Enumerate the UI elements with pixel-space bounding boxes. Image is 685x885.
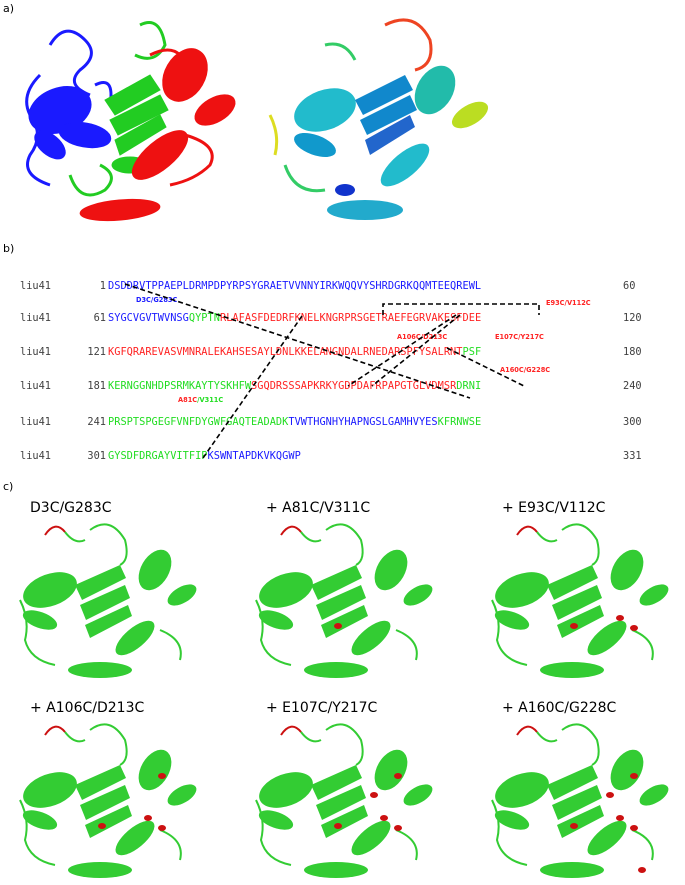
disulfide-site-marker (630, 825, 638, 831)
domain-colored-structure (25, 21, 236, 222)
sequence-end-index: 60 (623, 280, 636, 292)
sequence-start-index: 181 (87, 380, 106, 392)
variant-structure-cartoon (255, 523, 433, 678)
variant-structure-panel: + A106C/D213C (10, 700, 225, 880)
disulfide-site-marker (616, 815, 624, 821)
sequence-segment: RLAFASFDEDRFKNELKNGRPRSGETRAEFEGRVAKESFD… (219, 312, 482, 324)
variant-structure-panel: + A81C/V311C (246, 500, 461, 680)
variant-structure-cartoon (491, 723, 669, 878)
mutation-label: D3C/G283C (136, 296, 178, 304)
disulfide-site-marker (570, 623, 578, 629)
disulfide-site-marker (158, 773, 166, 779)
disulfide-site-marker (616, 615, 624, 621)
link-a160c-g228c (446, 347, 525, 387)
sequence-segment: SYGCVGVTWVNSG (108, 312, 189, 324)
sequence-start-index: 61 (93, 312, 106, 324)
sequence-segment: PSF (462, 346, 482, 358)
sequence-text: KGFQRAREVASVMNRALEKAHSESAYLDNLKKELANGNDA… (108, 346, 481, 358)
sequence-name: liu41 (20, 312, 51, 324)
sequence-text: KERNGGNHDPSRMKAYTYSKHFWSGQDRSSSAPKRKYGDP… (108, 380, 481, 392)
sequence-end-index: 120 (623, 312, 642, 324)
panel-c-label: c) (3, 480, 14, 493)
disulfide-site-marker (380, 815, 388, 821)
sequence-name: liu41 (20, 450, 51, 462)
variant-structure-cartoon (19, 723, 197, 878)
mutation-label: A160C/G228C (500, 366, 551, 374)
variant-title: + E93C/V112C (502, 500, 606, 516)
disulfide-site-marker (144, 815, 152, 821)
sequence-segment: SGQDRSSSAPKRKYGDPDAFRPAPGTGLVDMSR (251, 380, 457, 392)
sequence-start-index: 121 (87, 346, 106, 358)
disulfide-site-marker (98, 823, 106, 829)
variant-structure-cartoon (255, 723, 433, 878)
sequence-text: PRSPTSPGEGFVNFDYGWFGAQTEADADKTVWTHGNHYHA… (108, 416, 481, 428)
sequence-segment: QYPTN (188, 312, 220, 324)
sequence-text: SYGCVGVTWVNSGQYPTNRLAFASFDEDRFKNELKNGRPR… (108, 312, 481, 324)
sequence-name: liu41 (20, 416, 51, 428)
disulfide-site-marker (158, 825, 166, 831)
variant-title: + A81C/V311C (266, 500, 371, 516)
disulfide-site-marker (334, 823, 342, 829)
mutation-label: E93C/V112C (546, 299, 591, 307)
disulfide-site-marker (606, 792, 614, 798)
sequence-start-index: 301 (87, 450, 106, 462)
sequence-segment: KERNGGNHDPSRMKAYTYSKHFW (108, 380, 252, 392)
sequence-segment: TVWTHGNHYHAPNGSLGAMHVYES (288, 416, 438, 428)
panel-b-label: b) (3, 242, 15, 255)
disulfide-site-marker (570, 823, 578, 829)
sequence-panel: liu41 1 DSDDRVTPPAEPLDRMPDPYRPSYGRAETVVNNY… (0, 270, 685, 470)
variant-title: + E107C/Y217C (266, 700, 378, 716)
sequence-segment: DSDDRVTPPAEPLDRMPDPYRPSYGRAETVVNNYIRKWQQ… (108, 280, 482, 292)
sequence-start-index: 1 (99, 280, 106, 292)
link-a81c-v311c (202, 315, 303, 459)
disulfide-site-marker (638, 867, 646, 873)
bfactor-colored-structure (268, 18, 489, 220)
disulfide-site-marker (394, 773, 402, 779)
sequence-segment: KGFQRAREVASVMNRALEKAHSESAYLDNLKKELANGNDA… (108, 346, 463, 358)
variant-structure-cartoon (19, 523, 197, 678)
link-e93c-v112c (382, 303, 540, 315)
sequence-end-index: 240 (623, 380, 642, 392)
variant-structure-panel: D3C/G283C (10, 500, 225, 680)
variant-structure-cartoon (491, 523, 669, 678)
sequence-segment: DRNI (456, 380, 482, 392)
disulfide-site-marker (394, 825, 402, 831)
sequence-segment: GYSDFDRGAYVITFIP (108, 450, 208, 462)
disulfide-site-marker (630, 773, 638, 779)
variant-structure-panel: + E93C/V112C (482, 500, 685, 680)
sequence-name: liu41 (20, 380, 51, 392)
sequence-segment: KSWNTAPDKVKQGWP (207, 450, 301, 462)
sequence-text: DSDDRVTPPAEPLDRMPDPYRPSYGRAETVVNNYIRKWQQ… (108, 280, 481, 292)
mutation-label: A81C/V311C (178, 396, 224, 404)
link-a106c-d213c (347, 314, 457, 387)
variant-title: + A106C/D213C (30, 700, 145, 716)
disulfide-site-marker (630, 625, 638, 631)
sequence-end-index: 180 (623, 346, 642, 358)
variant-structure-panel: + A160C/G228C (482, 700, 685, 880)
sequence-end-index: 331 (623, 450, 642, 462)
variant-title: D3C/G283C (30, 500, 112, 516)
sequence-start-index: 241 (87, 416, 106, 428)
mutation-label: E107C/Y217C (495, 333, 544, 341)
disulfide-site-marker (370, 792, 378, 798)
sequence-segment: PRSPTSPGEGFVNFDYGWFGAQTEADADK (108, 416, 289, 428)
sequence-segment: KFRNWSE (437, 416, 482, 428)
disulfide-links (124, 283, 540, 459)
variant-title: + A160C/G228C (502, 700, 617, 716)
sequence-text: GYSDFDRGAYVITFIPKSWNTAPDKVKQGWP (108, 450, 301, 462)
sequence-end-index: 300 (623, 416, 642, 428)
sequence-name: liu41 (20, 346, 51, 358)
sequence-name: liu41 (20, 280, 51, 292)
disulfide-site-marker (334, 623, 342, 629)
variant-structure-panel: + E107C/Y217C (246, 700, 461, 880)
panel-a-label: a) (3, 2, 15, 15)
link-d3c-g283c (124, 283, 471, 399)
link-e107c-y217c (371, 314, 461, 387)
